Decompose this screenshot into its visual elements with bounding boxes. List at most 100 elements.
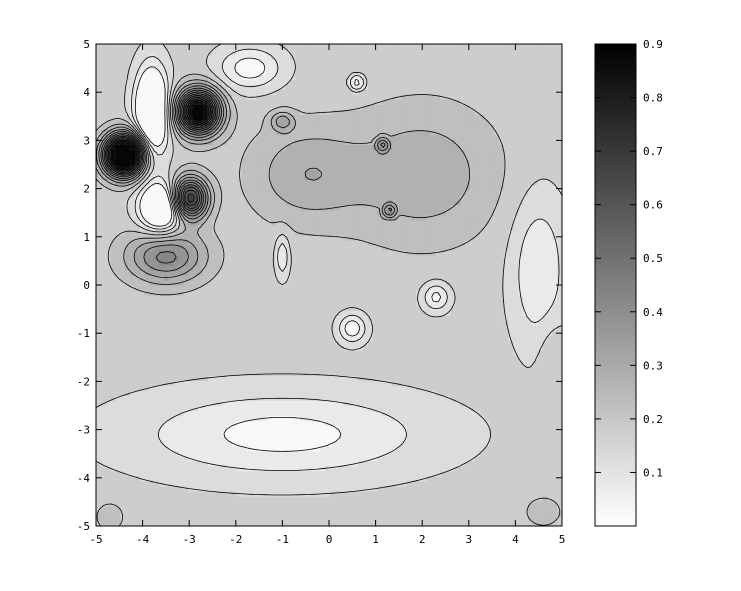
contour-cell <box>236 510 243 517</box>
contour-cell <box>440 465 447 472</box>
contour-cell <box>552 360 558 366</box>
contour-cell <box>469 385 476 392</box>
contour-cell <box>96 415 102 422</box>
contour-cell <box>450 495 456 502</box>
contour-cell <box>299 460 306 467</box>
contour-cell <box>217 330 223 336</box>
contour-cell <box>154 320 160 326</box>
contour-cell <box>227 515 233 522</box>
contour-cell <box>149 350 155 356</box>
contour-cell <box>392 335 398 341</box>
contour-cell <box>188 264 194 271</box>
contour-cell <box>197 460 204 467</box>
contour-cell <box>430 520 437 526</box>
contour-cell <box>498 495 505 502</box>
contour-cell <box>125 515 131 522</box>
contour-cell <box>285 269 291 276</box>
contour-cell <box>246 325 252 331</box>
contour-cell <box>348 300 354 306</box>
contour-cell <box>484 365 490 371</box>
contour-cell <box>159 460 165 467</box>
contour-cell <box>139 370 146 376</box>
contour-cell <box>396 305 403 311</box>
contour-cell <box>115 480 121 487</box>
contour-cell <box>455 380 461 387</box>
contour-cell <box>406 395 413 402</box>
contour-cell <box>270 295 277 301</box>
contour-cell <box>367 410 374 417</box>
contour-cell <box>343 335 350 341</box>
contour-cell <box>222 279 228 286</box>
contour-cell <box>343 355 350 361</box>
contour-cell <box>188 420 194 427</box>
contour-cell <box>513 355 519 361</box>
contour-cell <box>183 330 189 336</box>
contour-cell <box>537 355 544 361</box>
contour-cell <box>295 410 301 417</box>
contour-cell <box>406 295 413 301</box>
contour-cell <box>445 385 451 392</box>
contour-cell <box>207 515 214 522</box>
contour-cell <box>426 305 432 311</box>
contour-cell <box>188 480 194 487</box>
contour-cell <box>241 360 248 366</box>
contour-cell <box>445 485 451 492</box>
contour-cell <box>265 495 272 502</box>
contour-cell <box>406 310 413 316</box>
contour-cell <box>236 350 243 356</box>
contour-cell <box>421 375 427 381</box>
contour-cell <box>168 425 175 432</box>
contour-cell <box>110 335 117 341</box>
contour-cell <box>537 425 544 432</box>
contour-cell <box>547 365 553 371</box>
contour-cell <box>542 515 549 522</box>
contour-cell <box>353 340 359 346</box>
contour-cell <box>265 310 272 316</box>
contour-cell <box>367 470 374 477</box>
contour-cell <box>251 395 257 402</box>
contour-cell <box>382 470 388 477</box>
contour-cell <box>523 355 529 361</box>
contour-cell <box>173 455 180 462</box>
contour-cell <box>319 370 325 376</box>
contour-cell <box>110 259 117 266</box>
contour-cell <box>202 490 209 497</box>
contour-cell <box>377 360 383 366</box>
contour-cell <box>207 415 214 422</box>
contour-cell <box>528 300 534 306</box>
contour-cell <box>406 470 413 477</box>
contour-cell <box>149 470 155 477</box>
contour-cell <box>542 315 549 321</box>
contour-cell <box>227 430 233 437</box>
contour-cell <box>197 355 204 361</box>
contour-cell <box>455 285 461 291</box>
contour-cell <box>557 380 562 387</box>
contour-cell <box>537 385 544 392</box>
contour-cell <box>557 285 562 291</box>
contour-cell <box>231 310 238 316</box>
contour-cell <box>343 375 350 381</box>
contour-cell <box>528 395 534 402</box>
contour-cell <box>542 325 549 331</box>
contour-cell <box>125 285 131 291</box>
contour-cell <box>236 445 243 452</box>
contour-cell <box>285 515 291 522</box>
contour-cell <box>358 415 364 422</box>
contour-cell <box>416 515 422 522</box>
contour-cell <box>309 269 316 276</box>
contour-cell <box>547 495 553 502</box>
contour-cell <box>265 450 272 457</box>
contour-cell <box>435 475 442 482</box>
contour-cell <box>100 285 107 291</box>
contour-cell <box>552 490 558 497</box>
contour-cell <box>256 264 262 271</box>
contour-cell <box>377 470 383 477</box>
contour-cell <box>256 520 262 526</box>
contour-cell <box>163 455 170 462</box>
contour-cell <box>547 440 553 447</box>
contour-cell <box>202 330 209 336</box>
contour-cell <box>416 310 422 316</box>
contour-cell <box>197 360 204 366</box>
contour-cell <box>280 465 286 472</box>
contour-cell <box>547 465 553 472</box>
